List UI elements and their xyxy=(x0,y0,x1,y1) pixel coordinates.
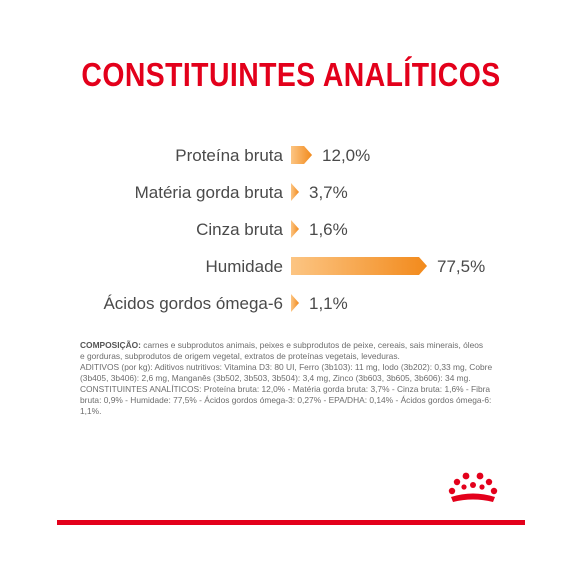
value-label: 1,1% xyxy=(309,294,348,313)
bar xyxy=(291,220,299,238)
category-label: Proteína bruta xyxy=(175,146,283,165)
value-label: 3,7% xyxy=(309,183,348,202)
category-label: Humidade xyxy=(206,257,284,276)
composition-line: (3b405, 3b406): 2,6 mg, Manganês (3b502,… xyxy=(80,373,471,383)
footer-red-line xyxy=(57,520,525,525)
bar xyxy=(291,257,427,275)
value-label: 77,5% xyxy=(437,257,485,276)
composition-text: COMPOSIÇÃO: carnes e subprodutos animais… xyxy=(80,340,510,417)
bar xyxy=(291,294,299,312)
value-label: 12,0% xyxy=(322,146,370,165)
nutrient-bar-chart: Proteína bruta 12,0% Matéria gorda bruta 3,… xyxy=(103,146,485,313)
composition-line: ADITIVOS (por kg): Aditivos nutritivos: … xyxy=(80,362,493,372)
composition-line: bruta: 0,9% - Humidade: 77,5% - Ácidos g… xyxy=(80,395,492,416)
composition-line: CONSTITUINTES ANALÍTICOS: Proteína bruta… xyxy=(80,384,491,394)
royal-canin-crown-icon xyxy=(448,472,498,502)
composition-line: e gorduras, subprodutos de origem vegeta… xyxy=(80,351,400,361)
page-title: CONSTITUINTES ANALÍTICOS xyxy=(81,56,501,93)
bar xyxy=(291,183,299,201)
composition-lead: COMPOSIÇÃO: xyxy=(80,340,141,350)
bar xyxy=(291,146,313,164)
composition-line: carnes e subprodutos animais, peixes e s… xyxy=(140,340,484,350)
category-label: Cinza bruta xyxy=(196,220,283,239)
value-label: 1,6% xyxy=(309,220,348,239)
category-label: Matéria gorda bruta xyxy=(135,183,284,202)
category-label: Ácidos gordos ómega-6 xyxy=(103,294,283,313)
